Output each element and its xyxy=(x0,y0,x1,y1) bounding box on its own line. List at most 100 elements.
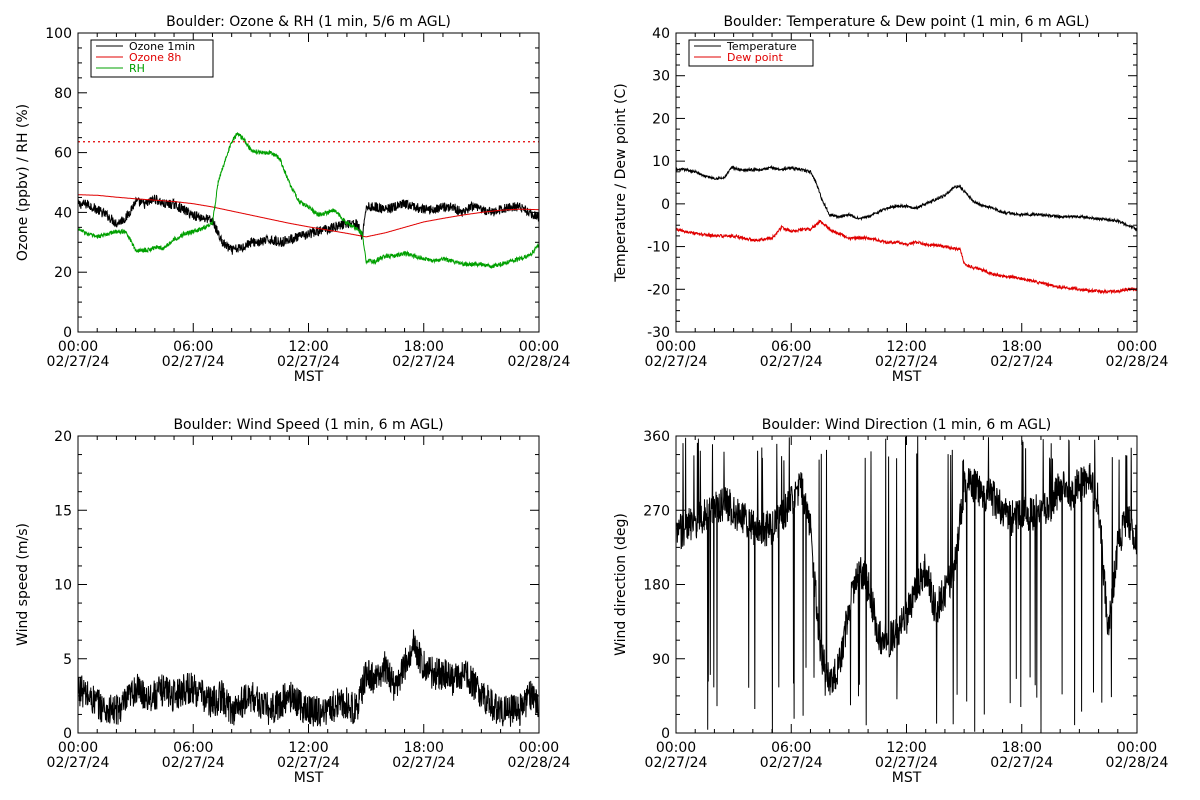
ozone-y-tick-label: 60 xyxy=(54,146,72,162)
ozone-x-tick-date: 02/27/24 xyxy=(392,354,455,370)
ozone-x-tick-date: 02/27/24 xyxy=(277,354,340,370)
temp-x-tick-label: 00:00 xyxy=(656,339,696,355)
wdir-frame xyxy=(675,435,1138,734)
ozone-x-tick-label: 00:00 xyxy=(519,339,559,355)
temp-y-tick-label: -10 xyxy=(647,240,670,256)
wspd-title: Boulder: Wind Speed (1 min, 6 m AGL) xyxy=(173,417,443,433)
wdir-x-tick-label: 06:00 xyxy=(771,740,811,756)
wdir-x-tick-label: 00:00 xyxy=(656,740,696,756)
temp-y-tick-label: 0 xyxy=(661,197,670,213)
wdir-y-tick-label: 360 xyxy=(643,429,670,445)
wspd-x-tick-label: 06:00 xyxy=(173,740,213,756)
wdir-x-tick-date: 02/27/24 xyxy=(760,755,823,771)
temp-x-tick-date: 02/27/24 xyxy=(990,354,1053,370)
temp-x-tick-label: 18:00 xyxy=(1002,339,1042,355)
wspd-x-tick-date: 02/27/24 xyxy=(277,755,340,771)
wspd-x-tick-label: 18:00 xyxy=(404,740,444,756)
ozone-panel: Boulder: Ozone & RH (1 min, 5/6 m AGL)00… xyxy=(15,14,571,385)
wspd-panel: Boulder: Wind Speed (1 min, 6 m AGL) 00:0… xyxy=(15,417,571,786)
temp-legend-box xyxy=(688,39,814,67)
temp-y-tick-label: -30 xyxy=(647,325,670,341)
ozone-x-tick-label: 12:00 xyxy=(288,339,328,355)
wspd-y-tick-label: 10 xyxy=(54,578,72,594)
wspd-x-tick-label: 00:00 xyxy=(519,740,559,756)
wdir-series-wind-direction xyxy=(676,436,1137,733)
wdir-x-tick-date: 02/28/24 xyxy=(1106,755,1169,771)
wdir-y-tick-label: 90 xyxy=(652,652,670,668)
wspd-y-tick-label: 20 xyxy=(54,429,72,445)
wspd-y-tick-label: 5 xyxy=(63,652,72,668)
temp-y-tick-label: 10 xyxy=(652,154,670,170)
wspd-y-axis-label: Wind speed (m/s) xyxy=(15,523,31,646)
wdir-x-tick-date: 02/27/24 xyxy=(990,755,1053,771)
ozone-legend-label: RH xyxy=(129,62,145,75)
wspd-y-tick-label: 15 xyxy=(54,503,72,519)
ozone-y-tick-label: 40 xyxy=(54,205,72,221)
wdir-panel: Boulder: Wind Direction (1 min, 6 m AGL)… xyxy=(613,417,1169,786)
temp-y-tick-label: -20 xyxy=(647,282,670,298)
temp-x-tick-label: 00:00 xyxy=(1117,339,1157,355)
ozone-title: Boulder: Ozone & RH (1 min, 5/6 m AGL) xyxy=(166,14,451,30)
wspd-x-tick-date: 02/27/24 xyxy=(162,755,225,771)
wdir-y-tick-label: 180 xyxy=(643,578,670,594)
ozone-x-tick-date: 02/28/24 xyxy=(508,354,571,370)
ozone-x-tick-label: 00:00 xyxy=(58,339,98,355)
ozone-y-tick-label: 20 xyxy=(54,265,72,281)
wdir-y-axis-label: Wind direction (deg) xyxy=(613,513,629,656)
wspd-plot-area xyxy=(78,629,539,727)
temp-y-tick-label: 30 xyxy=(652,69,670,85)
ozone-x-axis-label: MST xyxy=(294,369,324,385)
wdir-x-axis-label: MST xyxy=(892,770,922,786)
temp-y-tick-label: 40 xyxy=(652,26,670,42)
temp-title: Boulder: Temperature & Dew point (1 min,… xyxy=(723,14,1089,30)
wdir-plot-area xyxy=(676,436,1137,733)
wspd-x-axis-label: MST xyxy=(294,770,324,786)
ozone-y-tick-label: 100 xyxy=(45,26,72,42)
wspd-series-wind-speed xyxy=(78,629,539,727)
wdir-y-tick-label: 270 xyxy=(643,503,670,519)
temp-y-axis-label: Temperature / Dew point (C) xyxy=(613,83,629,282)
ozone-series-ozone-8h xyxy=(78,194,539,238)
wspd-y-tick-label: 0 xyxy=(63,726,72,742)
wspd-x-tick-date: 02/28/24 xyxy=(508,755,571,771)
wspd-x-tick-label: 12:00 xyxy=(288,740,328,756)
ozone-y-tick-label: 0 xyxy=(63,325,72,341)
ozone-x-tick-date: 02/27/24 xyxy=(47,354,110,370)
wspd-x-tick-date: 02/27/24 xyxy=(392,755,455,771)
temp-x-tick-label: 12:00 xyxy=(886,339,926,355)
temp-series-temperature xyxy=(676,164,1137,232)
ozone-x-tick-date: 02/27/24 xyxy=(162,354,225,370)
wspd-x-tick-label: 00:00 xyxy=(58,740,98,756)
temp-x-tick-date: 02/27/24 xyxy=(645,354,708,370)
ozone-y-tick-label: 80 xyxy=(54,86,72,102)
ozone-legend-label: Ozone 1min xyxy=(129,40,195,53)
ozone-legend-label: Ozone 8h xyxy=(129,51,181,64)
ozone-series-ozone-1min xyxy=(78,194,539,255)
temp-legend-label: Dew point xyxy=(727,51,783,64)
ozone-y-axis-label: Ozone (ppbv) / RH (%) xyxy=(15,104,31,261)
temp-x-tick-label: 06:00 xyxy=(771,339,811,355)
temp-x-tick-date: 02/27/24 xyxy=(760,354,823,370)
temp-plot-area xyxy=(676,164,1137,295)
ozone-frame xyxy=(77,32,540,333)
temp-series-dew-point xyxy=(676,219,1137,295)
ozone-x-tick-label: 18:00 xyxy=(404,339,444,355)
ozone-plot-area xyxy=(78,132,539,269)
wspd-x-tick-date: 02/27/24 xyxy=(47,755,110,771)
wdir-x-tick-date: 02/27/24 xyxy=(875,755,938,771)
temp-x-tick-date: 02/27/24 xyxy=(875,354,938,370)
temp-y-tick-label: 20 xyxy=(652,111,670,127)
ozone-x-tick-label: 06:00 xyxy=(173,339,213,355)
temp-frame xyxy=(675,32,1138,333)
wdir-x-tick-label: 12:00 xyxy=(886,740,926,756)
wdir-y-tick-label: 0 xyxy=(661,726,670,742)
temp-legend-label: Temperature xyxy=(726,40,797,53)
temp-x-axis-label: MST xyxy=(892,369,922,385)
temp-x-tick-date: 02/28/24 xyxy=(1106,354,1169,370)
ozone-series-rh xyxy=(78,132,539,269)
wdir-x-tick-label: 18:00 xyxy=(1002,740,1042,756)
wdir-x-tick-label: 00:00 xyxy=(1117,740,1157,756)
